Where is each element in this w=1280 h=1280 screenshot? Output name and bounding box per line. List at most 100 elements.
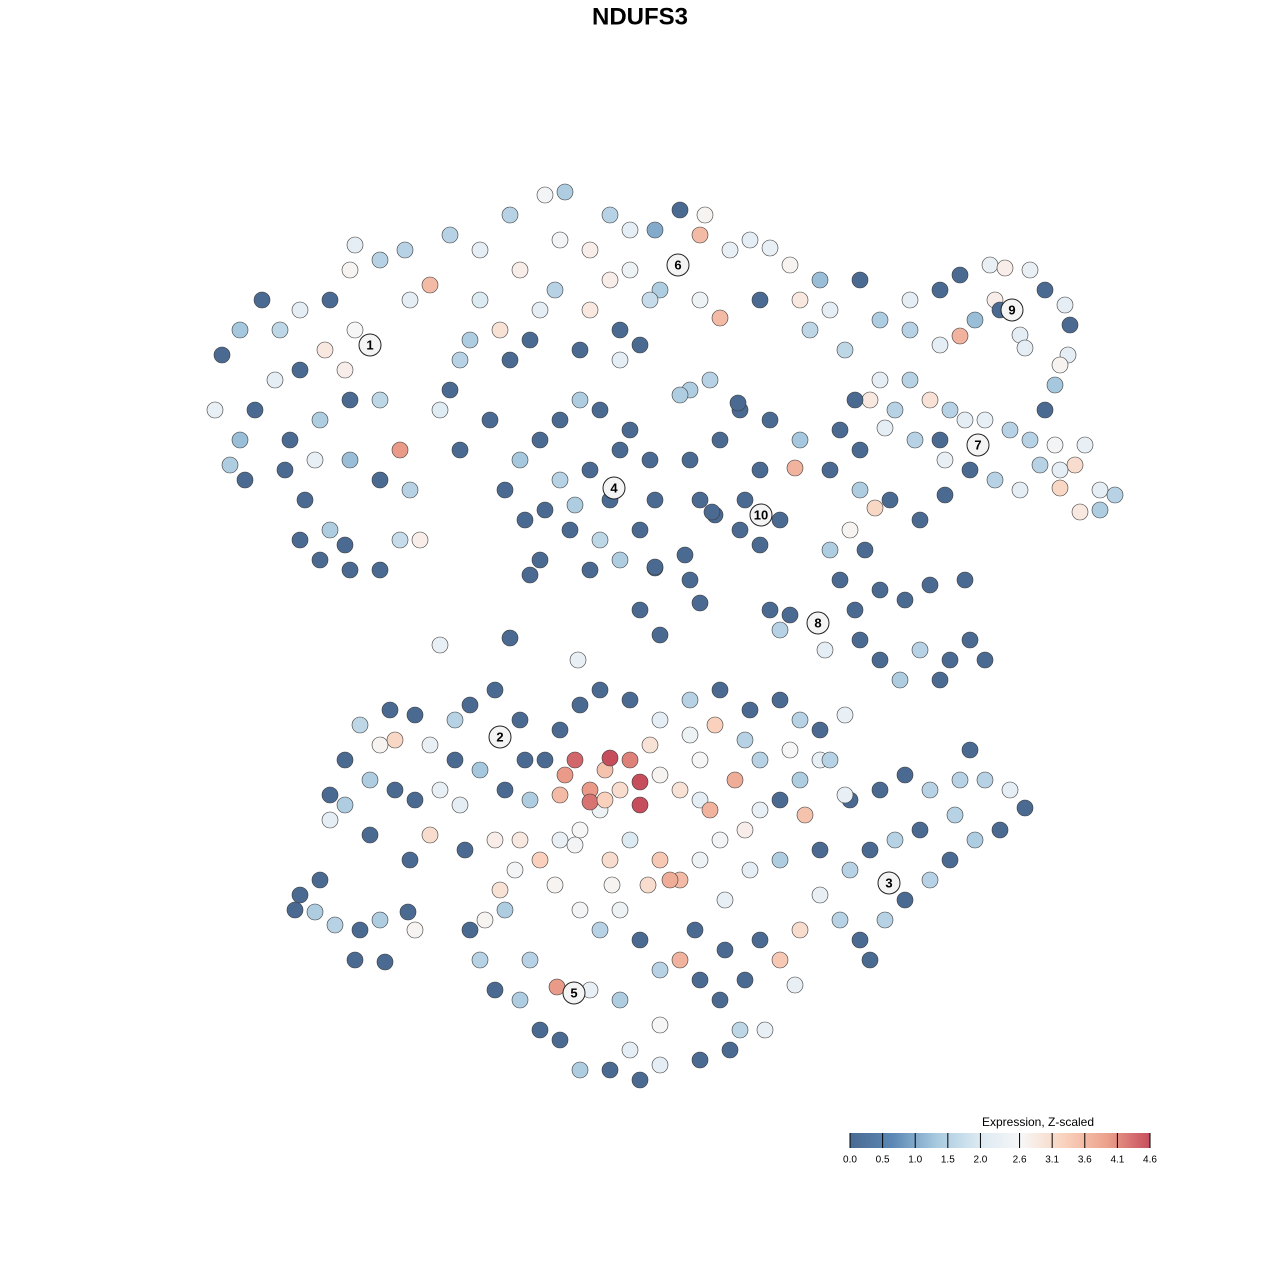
point bbox=[961, 461, 979, 479]
point bbox=[591, 531, 609, 549]
point bbox=[551, 831, 569, 849]
point bbox=[496, 781, 514, 799]
point bbox=[531, 551, 549, 569]
point bbox=[596, 791, 614, 809]
point bbox=[441, 381, 459, 399]
point bbox=[896, 591, 914, 609]
point bbox=[421, 736, 439, 754]
point bbox=[431, 401, 449, 419]
point bbox=[571, 696, 589, 714]
point bbox=[931, 671, 949, 689]
point bbox=[691, 1051, 709, 1069]
point bbox=[671, 951, 689, 969]
point bbox=[336, 796, 354, 814]
point bbox=[461, 921, 479, 939]
point bbox=[956, 571, 974, 589]
point bbox=[516, 751, 534, 769]
point bbox=[531, 301, 549, 319]
point bbox=[631, 931, 649, 949]
point bbox=[321, 811, 339, 829]
point bbox=[1001, 781, 1019, 799]
point bbox=[736, 731, 754, 749]
point bbox=[886, 401, 904, 419]
point bbox=[631, 521, 649, 539]
point bbox=[1021, 431, 1039, 449]
point bbox=[521, 951, 539, 969]
point bbox=[231, 321, 249, 339]
point bbox=[641, 451, 659, 469]
point bbox=[851, 441, 869, 459]
point bbox=[551, 1031, 569, 1049]
point bbox=[431, 636, 449, 654]
point bbox=[821, 541, 839, 559]
point bbox=[346, 321, 364, 339]
point bbox=[941, 401, 959, 419]
point bbox=[1066, 456, 1084, 474]
point bbox=[846, 391, 864, 409]
point bbox=[551, 786, 569, 804]
point bbox=[581, 241, 599, 259]
point bbox=[386, 781, 404, 799]
point bbox=[711, 431, 729, 449]
point bbox=[291, 361, 309, 379]
point bbox=[231, 431, 249, 449]
point bbox=[651, 766, 669, 784]
point bbox=[761, 601, 779, 619]
point bbox=[581, 301, 599, 319]
point bbox=[341, 261, 359, 279]
point bbox=[761, 411, 779, 429]
point bbox=[976, 411, 994, 429]
point bbox=[736, 971, 754, 989]
point bbox=[946, 806, 964, 824]
point bbox=[871, 651, 889, 669]
point bbox=[376, 953, 394, 971]
point bbox=[611, 551, 629, 569]
point bbox=[736, 491, 754, 509]
point bbox=[536, 751, 554, 769]
point bbox=[711, 991, 729, 1009]
point bbox=[571, 1061, 589, 1079]
point bbox=[531, 431, 549, 449]
point bbox=[761, 239, 779, 257]
cluster-label: 8 bbox=[814, 615, 821, 630]
point bbox=[1061, 316, 1079, 334]
point bbox=[681, 691, 699, 709]
point bbox=[771, 511, 789, 529]
point bbox=[831, 911, 849, 929]
point bbox=[681, 571, 699, 589]
cluster-badge bbox=[602, 476, 626, 500]
point bbox=[341, 451, 359, 469]
point bbox=[291, 301, 309, 319]
point bbox=[651, 1016, 669, 1034]
point bbox=[651, 626, 669, 644]
point bbox=[1091, 501, 1109, 519]
point bbox=[451, 351, 469, 369]
point bbox=[371, 471, 389, 489]
point bbox=[546, 281, 564, 299]
cluster-badge bbox=[358, 333, 382, 357]
point bbox=[646, 558, 664, 576]
point bbox=[401, 481, 419, 499]
point bbox=[1046, 436, 1064, 454]
point bbox=[456, 841, 474, 859]
colorbar-tick-label: 4.1 bbox=[1110, 1155, 1124, 1166]
point bbox=[346, 951, 364, 969]
point bbox=[1016, 799, 1034, 817]
point bbox=[676, 546, 694, 564]
point bbox=[1001, 421, 1019, 439]
point bbox=[601, 749, 619, 767]
point bbox=[751, 751, 769, 769]
point bbox=[751, 801, 769, 819]
point bbox=[401, 291, 419, 309]
point bbox=[691, 291, 709, 309]
point bbox=[796, 806, 814, 824]
colorbar-tick-label: 4.6 bbox=[1143, 1155, 1157, 1166]
point bbox=[1036, 401, 1054, 419]
point bbox=[781, 741, 799, 759]
point bbox=[566, 496, 584, 514]
point bbox=[611, 441, 629, 459]
point bbox=[371, 561, 389, 579]
point bbox=[941, 851, 959, 869]
cluster-badge bbox=[966, 433, 990, 457]
